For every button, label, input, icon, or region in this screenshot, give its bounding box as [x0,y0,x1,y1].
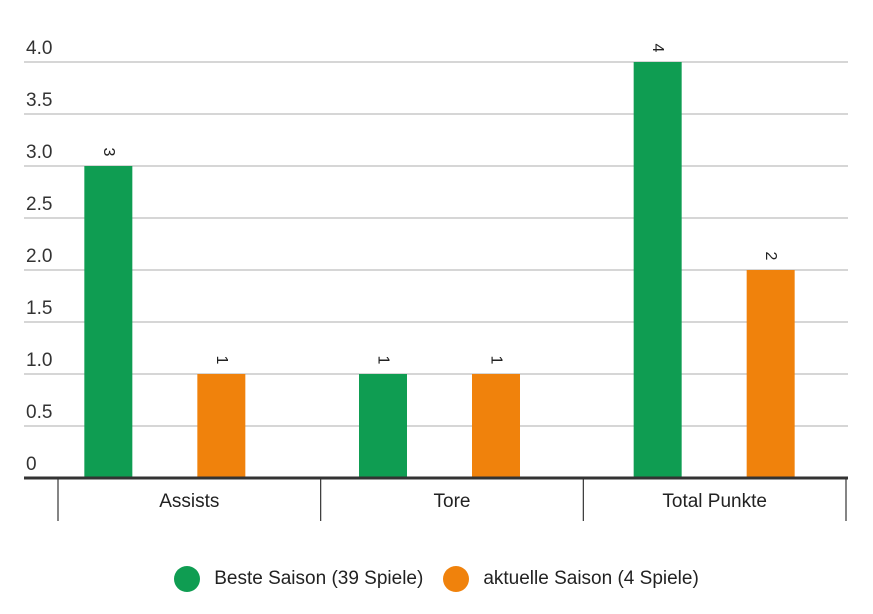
data-label: 1 [213,356,230,365]
bar-chart: 0 0.5 1.0 1.5 2.0 2.5 3.0 3.5 4.0 3 1 1 1 4 2 Assists… [24,38,848,521]
y-tick-label: 4.0 [26,38,52,59]
legend-item-best-season: Beste Saison (39 Spiele) [174,566,423,592]
y-tick-label: 3.5 [26,90,52,111]
data-label: 4 [649,44,666,53]
y-axis-tick-labels: 0 0.5 1.0 1.5 2.0 2.5 3.0 3.5 4.0 [26,38,52,475]
y-tick-label: 0 [26,454,37,475]
legend-label-best-season: Beste Saison (39 Spiele) [214,568,424,589]
data-label: 3 [100,148,117,157]
bar [746,270,795,478]
legend-item-current-season: aktuelle Saison (4 Spiele) [443,566,699,592]
x-axis: Assists Tore Total Punkte [24,476,848,521]
data-label: 1 [488,356,505,365]
legend: Beste Saison (39 Spiele) aktuelle Saison… [0,562,873,596]
x-category-label: Total Punkte [662,491,767,512]
bar [359,374,407,478]
y-tick-label: 1.0 [26,350,52,371]
legend-swatch-best-season [174,566,201,592]
y-tick-label: 2.0 [26,246,52,267]
y-tick-label: 1.5 [26,298,52,319]
y-tick-label: 2.5 [26,194,52,215]
x-category-label: Assists [159,491,219,512]
bar [472,374,520,478]
bar [633,62,682,478]
gridlines [24,61,848,427]
data-label: 1 [375,356,392,365]
bars [84,62,795,478]
legend-swatch-current-season [443,566,470,592]
x-category-label: Tore [434,491,471,512]
y-tick-label: 3.0 [26,142,52,163]
bar [197,374,246,478]
data-labels: 3 1 1 1 4 2 [100,44,779,365]
data-label: 2 [762,252,779,261]
bar [84,166,133,478]
legend-label-current-season: aktuelle Saison (4 Spiele) [483,568,699,589]
y-tick-label: 0.5 [26,402,52,423]
